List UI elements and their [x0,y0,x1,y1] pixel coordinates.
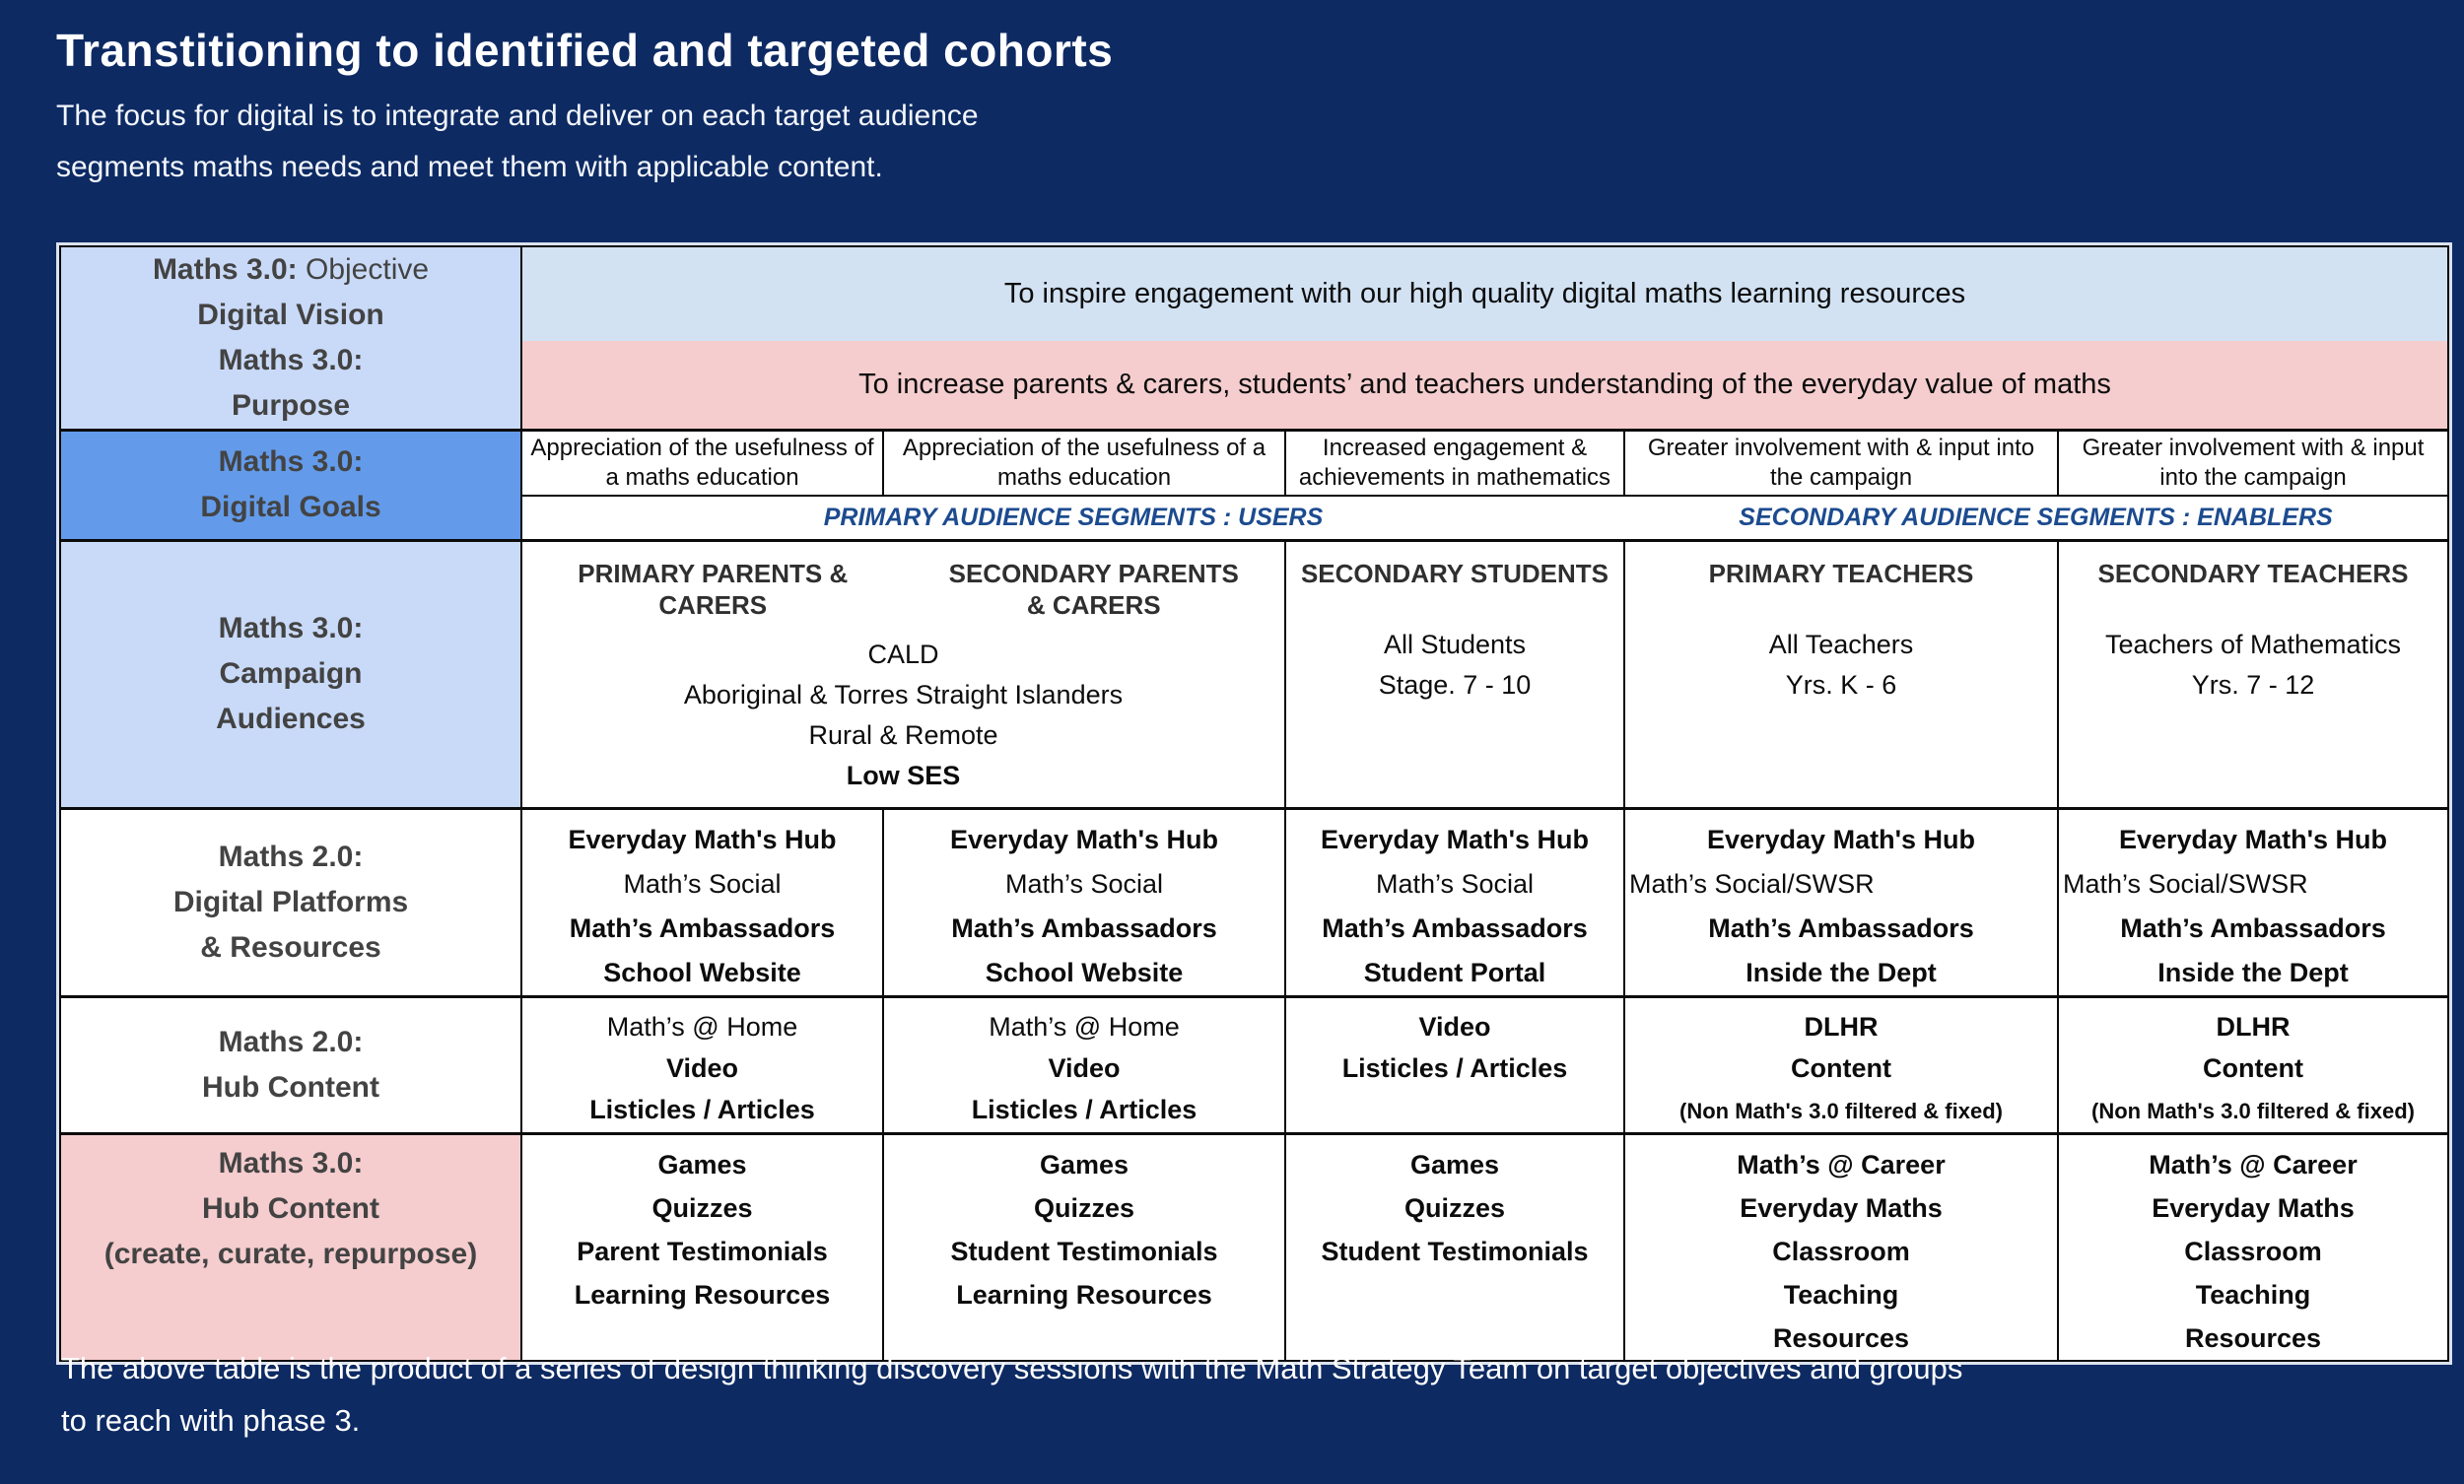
cell-goal-2: Appreciation of the usefulness of a math… [882,429,1286,497]
slide-header: Transtitioning to identified and targete… [56,24,1113,193]
cell-goal-1: Appreciation of the usefulness of a math… [520,429,884,497]
cell-hub20-secondary-students: Video Listicles / Articles [1284,994,1625,1134]
cell-goal-4: Greater involvement with & input into th… [1623,429,2059,497]
cell-hub30-secondary-students: Games Quizzes Student Testimonials [1284,1131,1625,1362]
audience-header-primary-parents: PRIMARY PARENTS & CARERS [578,558,849,620]
header-cell-campaign-audiences: Maths 3.0: Campaign Audiences [59,538,522,809]
cell-goal-5: Greater involvement with & input into th… [2057,429,2449,497]
parents-headers: PRIMARY PARENTS & CARERS SECONDARY PARENT… [522,558,1284,621]
cell-hub30-secondary-parents: Games Quizzes Student Testimonials Learning… [882,1131,1286,1362]
cell-audience-parents-carers: PRIMARY PARENTS & CARERS SECONDARY PARENT… [520,538,1286,809]
segment-label-primary-users: PRIMARY AUDIENCE SEGMENTS : USERS [520,495,1624,541]
cell-hub20-primary-teachers: DLHR Content (Non Math's 3.0 filtered & fi… [1623,994,2059,1134]
header-cell-objective-vision-purpose: Maths 3.0: Objective Digital Vision Maths … [59,245,522,432]
cell-digital-vision: To inspire engagement with our high qual… [520,245,2449,341]
audience-header-primary-teachers: PRIMARY TEACHERS [1708,558,1974,588]
page-subtitle: The focus for digital is to integrate an… [56,91,1113,193]
footnote-line-1: The above table is the product of a seri… [61,1351,1963,1385]
subtitle-line-2: segments maths needs and meet them with … [56,151,883,183]
cell-audience-primary-teachers: PRIMARY TEACHERS All Teachers Yrs. K - 6 [1623,538,2059,809]
page-title: Transtitioning to identified and targete… [56,25,1114,76]
audience-header-secondary-parents: SECONDARY PARENTS & CARERS [948,558,1239,620]
cell-goal-3: Increased engagement & achievements in m… [1284,429,1625,497]
header-cell-digital-platforms: Maths 2.0: Digital Platforms & Resources [59,806,522,997]
header-cell-digital-goals: Maths 3.0: Digital Goals [59,429,522,541]
header-cell-hub-content-30: Maths 3.0: Hub Content (create, curate, re… [59,1131,522,1362]
cell-platforms-secondary-parents: Everyday Math's Hub Math’s Social Math’s A… [882,806,1286,997]
cell-hub20-secondary-teachers: DLHR Content (Non Math's 3.0 filtered & fi… [2057,994,2449,1134]
cell-hub20-primary-parents: Math’s @ Home Video Listicles / Articles [520,994,884,1134]
cell-platforms-primary-parents: Everyday Math's Hub Math’s Social Math’s A… [520,806,884,997]
header-cell-hub-content-20: Maths 2.0: Hub Content [59,994,522,1134]
strategy-table-frame: Maths 3.0: Objective Digital Vision Maths … [56,242,2452,1365]
cell-audience-secondary-teachers: SECONDARY TEACHERS Teachers of Mathemati… [2057,538,2449,809]
cell-purpose: To increase parents & carers, students’ … [520,340,2449,432]
footnote-line-2: to reach with phase 3. [61,1403,361,1438]
strategy-table: Maths 3.0: Objective Digital Vision Maths … [59,245,2449,1362]
audience-header-secondary-students: SECONDARY STUDENTS [1300,558,1609,588]
segment-label-secondary-enablers: SECONDARY AUDIENCE SEGMENTS : ENABLERS [1624,495,2449,541]
cell-hub30-primary-parents: Games Quizzes Parent Testimonials Learning … [520,1131,884,1362]
subtitle-line-1: The focus for digital is to integrate an… [56,100,979,132]
audience-header-secondary-teachers: SECONDARY TEACHERS [2097,558,2409,588]
parents-audience-groups: CALD Aboriginal & Torres Straight Islande… [683,639,1124,790]
cell-platforms-secondary-teachers: Everyday Math's Hub Math’s Social/SWSR Mat… [2057,806,2449,997]
cell-hub30-secondary-teachers: Math’s @ Career Everyday Maths Classroom Te… [2057,1131,2449,1362]
cell-audience-secondary-students: SECONDARY STUDENTS All Students Stage. 7 … [1284,538,1625,809]
cell-platforms-secondary-students: Everyday Math's Hub Math’s Social Math’s A… [1284,806,1625,997]
footnote: The above table is the product of a seri… [61,1342,1962,1447]
cell-hub30-primary-teachers: Math’s @ Career Everyday Maths Classroom Te… [1623,1131,2059,1362]
cell-platforms-primary-teachers: Everyday Math's Hub Math’s Social/SWSR Mat… [1623,806,2059,997]
cell-hub20-secondary-parents: Math’s @ Home Video Listicles / Articles [882,994,1286,1134]
